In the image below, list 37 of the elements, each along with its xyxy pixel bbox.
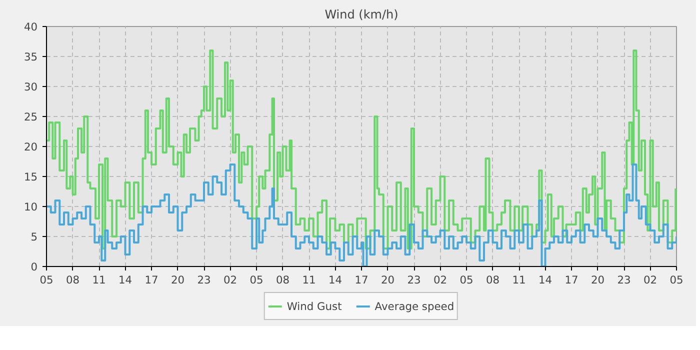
x-tick-label: 14: [328, 274, 342, 286]
y-tick-label: 5: [30, 230, 38, 244]
y-tick-label: 20: [24, 140, 38, 154]
x-tick-label: 05: [40, 274, 54, 286]
x-tick-label: 20: [590, 274, 605, 286]
x-tick-label: 11: [512, 274, 526, 286]
x-tick-label: 02: [643, 274, 658, 286]
y-tick-label: 40: [24, 20, 38, 34]
x-tick-label: 23: [407, 274, 421, 286]
y-tick-label: 35: [24, 50, 38, 64]
y-tick-label: 15: [24, 170, 38, 184]
chart-title: Wind (km/h): [324, 8, 398, 22]
x-tick-label: 11: [92, 274, 106, 286]
x-tick-label: 02: [433, 274, 448, 286]
x-tick-label: 23: [617, 274, 631, 286]
x-tick-label: 08: [486, 274, 500, 286]
y-tick-label: 10: [24, 200, 38, 214]
x-tick-label: 02: [223, 274, 238, 286]
x-tick-label: 20: [380, 274, 395, 286]
x-tick-label: 17: [144, 274, 158, 286]
x-tick-label: 05: [250, 274, 264, 286]
x-tick-label: 05: [670, 274, 684, 286]
legend-label: Wind Gust: [286, 300, 342, 312]
x-tick-label: 14: [118, 274, 132, 286]
x-tick-label: 20: [170, 274, 185, 286]
y-tick-label: 30: [24, 80, 38, 94]
x-tick-label: 08: [66, 274, 80, 286]
legend-label: Average speed: [374, 300, 454, 312]
y-tick-label: 0: [30, 260, 38, 274]
x-tick-label: 23: [197, 274, 211, 286]
x-tick-label: 17: [564, 274, 578, 286]
y-tick-label: 25: [24, 110, 38, 124]
x-tick-label: 05: [460, 274, 474, 286]
x-tick-label: 17: [354, 274, 368, 286]
x-tick-label: 14: [538, 274, 552, 286]
x-tick-label: 11: [302, 274, 316, 286]
x-tick-label: 08: [276, 274, 290, 286]
